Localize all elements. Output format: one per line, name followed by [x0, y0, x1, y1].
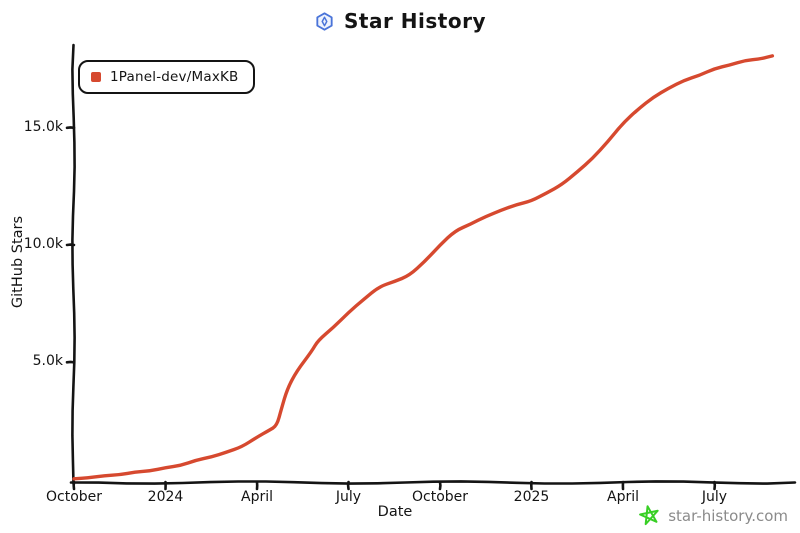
y-axis-line	[71, 43, 76, 486]
y-tick-label-1: 10.0k	[23, 236, 63, 252]
star-history-logo-icon	[316, 11, 333, 31]
x-tick-label-7: July	[701, 489, 728, 505]
legend-marker	[91, 72, 101, 82]
x-tick-label-4: October	[411, 489, 469, 505]
x-axis-title: Date	[377, 504, 413, 520]
series-line-maxkb	[72, 54, 775, 481]
axes-layer	[65, 43, 797, 491]
watermark: star-history.com	[638, 504, 788, 527]
x-tick-label-5: 2025	[513, 489, 550, 505]
y-axis-title: GitHub Stars	[10, 215, 26, 309]
x-tick-label-3: July	[335, 489, 362, 505]
x-tick-label-1: 2024	[147, 489, 184, 505]
chart-title-row: Star History	[0, 9, 800, 33]
y-tick-label-0: 5.0k	[32, 353, 63, 370]
legend-box: 1Panel-dev/MaxKB	[78, 60, 255, 94]
x-tick-label-6: April	[607, 489, 639, 505]
x-tick-label-0: October	[45, 489, 103, 505]
page-title: Star History	[344, 9, 486, 33]
x-tick-label-2: April	[241, 489, 273, 505]
x-axis-line	[69, 480, 797, 485]
green-star-icon	[639, 505, 659, 526]
y-tick-label-2: 15.0k	[23, 118, 63, 135]
legend-label: 1Panel-dev/MaxKB	[110, 69, 239, 85]
watermark-text: star-history.com	[668, 506, 788, 525]
